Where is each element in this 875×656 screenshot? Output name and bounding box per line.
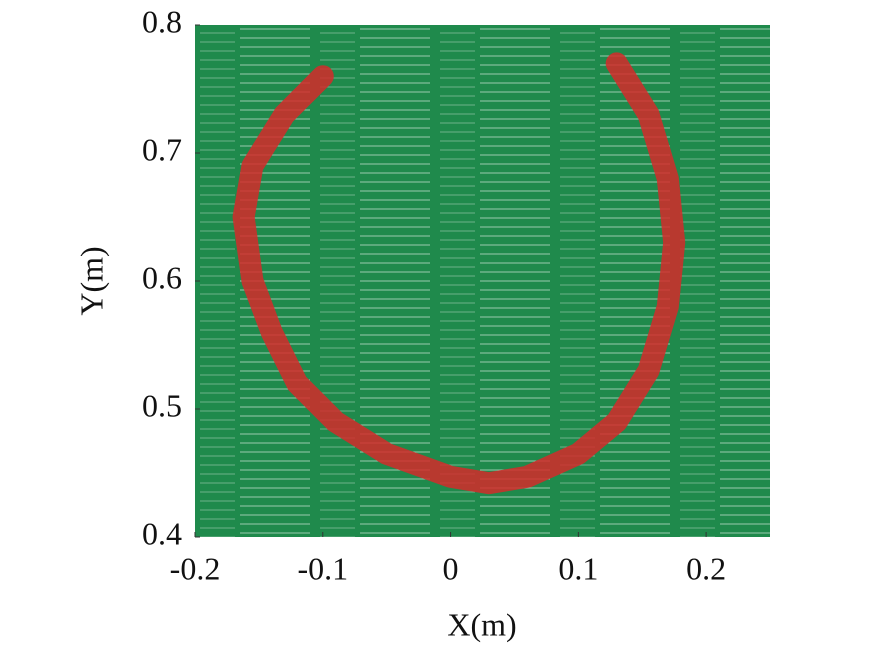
y-tick-label: 0.4 bbox=[142, 515, 182, 551]
x-tick-label: 0.2 bbox=[686, 550, 726, 586]
x-axis-label: X(m) bbox=[447, 606, 516, 642]
texture bbox=[195, 25, 770, 537]
y-axis-label: Y(m) bbox=[73, 246, 109, 315]
x-tick-label: 0 bbox=[443, 550, 459, 586]
y-tick-label: 0.7 bbox=[142, 131, 182, 167]
x-tick-label: -0.2 bbox=[170, 550, 221, 586]
y-tick-label: 0.8 bbox=[142, 3, 182, 39]
x-tick-label: -0.1 bbox=[297, 550, 348, 586]
x-tick-label: 0.1 bbox=[558, 550, 598, 586]
trajectory bbox=[232, 52, 686, 495]
y-tick-label: 0.5 bbox=[142, 387, 182, 423]
y-tick-label: 0.6 bbox=[142, 259, 182, 295]
